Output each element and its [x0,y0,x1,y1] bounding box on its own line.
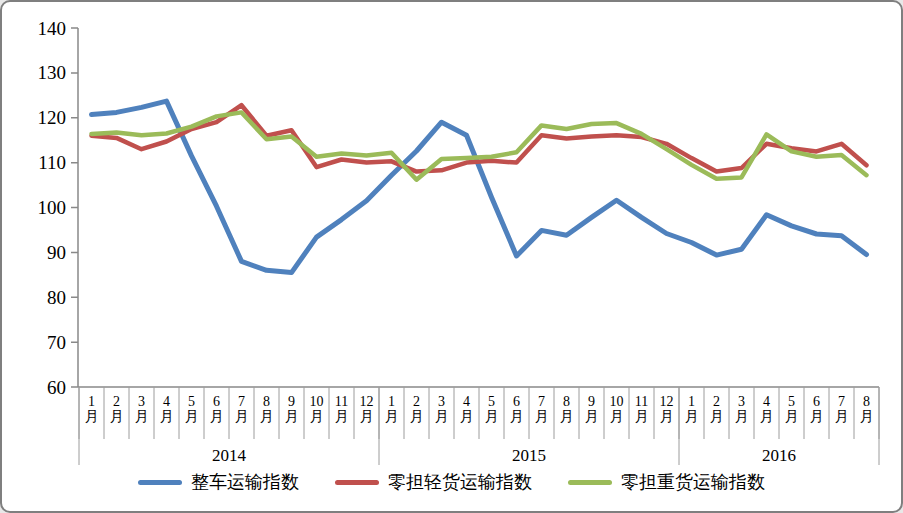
x-axis-month-label: 5月 [185,394,199,424]
legend-item-1: 整车运输指数 [138,473,299,491]
x-axis-month-label: 5月 [785,394,799,424]
x-axis-month-label: 6月 [810,394,824,424]
x-axis-month-label: 5月 [485,394,499,424]
x-axis-month-label: 7月 [835,394,849,424]
x-axis-month-label: 2月 [110,394,124,424]
legend-label: 零担重货运输指数 [621,473,765,491]
x-axis-month-label: 3月 [135,394,149,424]
x-axis-month-label: 2月 [410,394,424,424]
x-axis-month-label: 3月 [735,394,749,424]
chart-window: 140 130 120 110 100 90 80 70 60 1月 2月 3月 4月 5月 6月 7月 8月 9… [0,0,903,513]
line-chart-plot-area: 140 130 120 110 100 90 80 70 60 1月 2月 3月 4月 5月 6月 7月 8月 9… [2,2,903,513]
x-axis-month-label: 1月 [385,394,399,424]
x-axis-year-label: 2015 [512,446,546,465]
x-axis-month-label: 6月 [210,394,224,424]
legend-line-swatch [138,480,182,485]
y-axis-tick-label: 80 [47,287,66,308]
x-axis-month-label: 8月 [260,394,274,424]
legend-item-2: 零担轻货运输指数 [335,473,532,491]
x-axis-month-label: 12月 [660,394,674,424]
x-axis-month-label: 2月 [710,394,724,424]
legend-line-swatch [568,480,612,485]
y-axis-tick-label: 60 [47,377,66,398]
x-axis-month-label: 11月 [335,394,349,424]
x-axis-year-label: 2014 [212,446,247,465]
x-axis-year-label: 2016 [762,446,796,465]
x-axis-month-label: 7月 [235,394,249,424]
y-axis-tick-label: 100 [38,197,67,218]
x-axis-month-label: 7月 [535,394,549,424]
x-axis-month-label: 9月 [285,394,299,424]
x-axis-month-label: 8月 [560,394,574,424]
legend-label: 整车运输指数 [191,473,299,491]
legend-item-3: 零担重货运输指数 [568,473,765,491]
x-axis-month-label: 10月 [310,394,324,424]
x-axis-month-label: 1月 [685,394,699,424]
x-axis-month-label: 10月 [610,394,624,424]
chart-legend: 整车运输指数 零担轻货运输指数 零担重货运输指数 [2,473,901,491]
y-axis-tick-label: 90 [47,242,66,263]
x-axis-month-label: 8月 [860,394,874,424]
x-axis-month-label: 4月 [460,394,474,424]
x-axis-month-label: 11月 [635,394,649,424]
x-axis-month-label: 3月 [435,394,449,424]
x-axis-month-label: 4月 [760,394,774,424]
legend-line-swatch [335,480,379,485]
y-axis-tick-label: 120 [38,107,67,128]
x-axis-month-label: 4月 [160,394,174,424]
legend-label: 零担轻货运输指数 [388,473,532,491]
y-axis-tick-label: 70 [47,332,66,353]
y-axis-tick-label: 130 [38,62,67,83]
x-axis-month-label: 12月 [360,394,374,424]
y-axis-tick-label: 110 [38,152,66,173]
x-axis-month-label: 6月 [510,394,524,424]
y-axis-tick-label: 140 [38,18,67,39]
x-axis-month-label: 1月 [85,394,99,424]
x-axis-month-label: 9月 [585,394,599,424]
